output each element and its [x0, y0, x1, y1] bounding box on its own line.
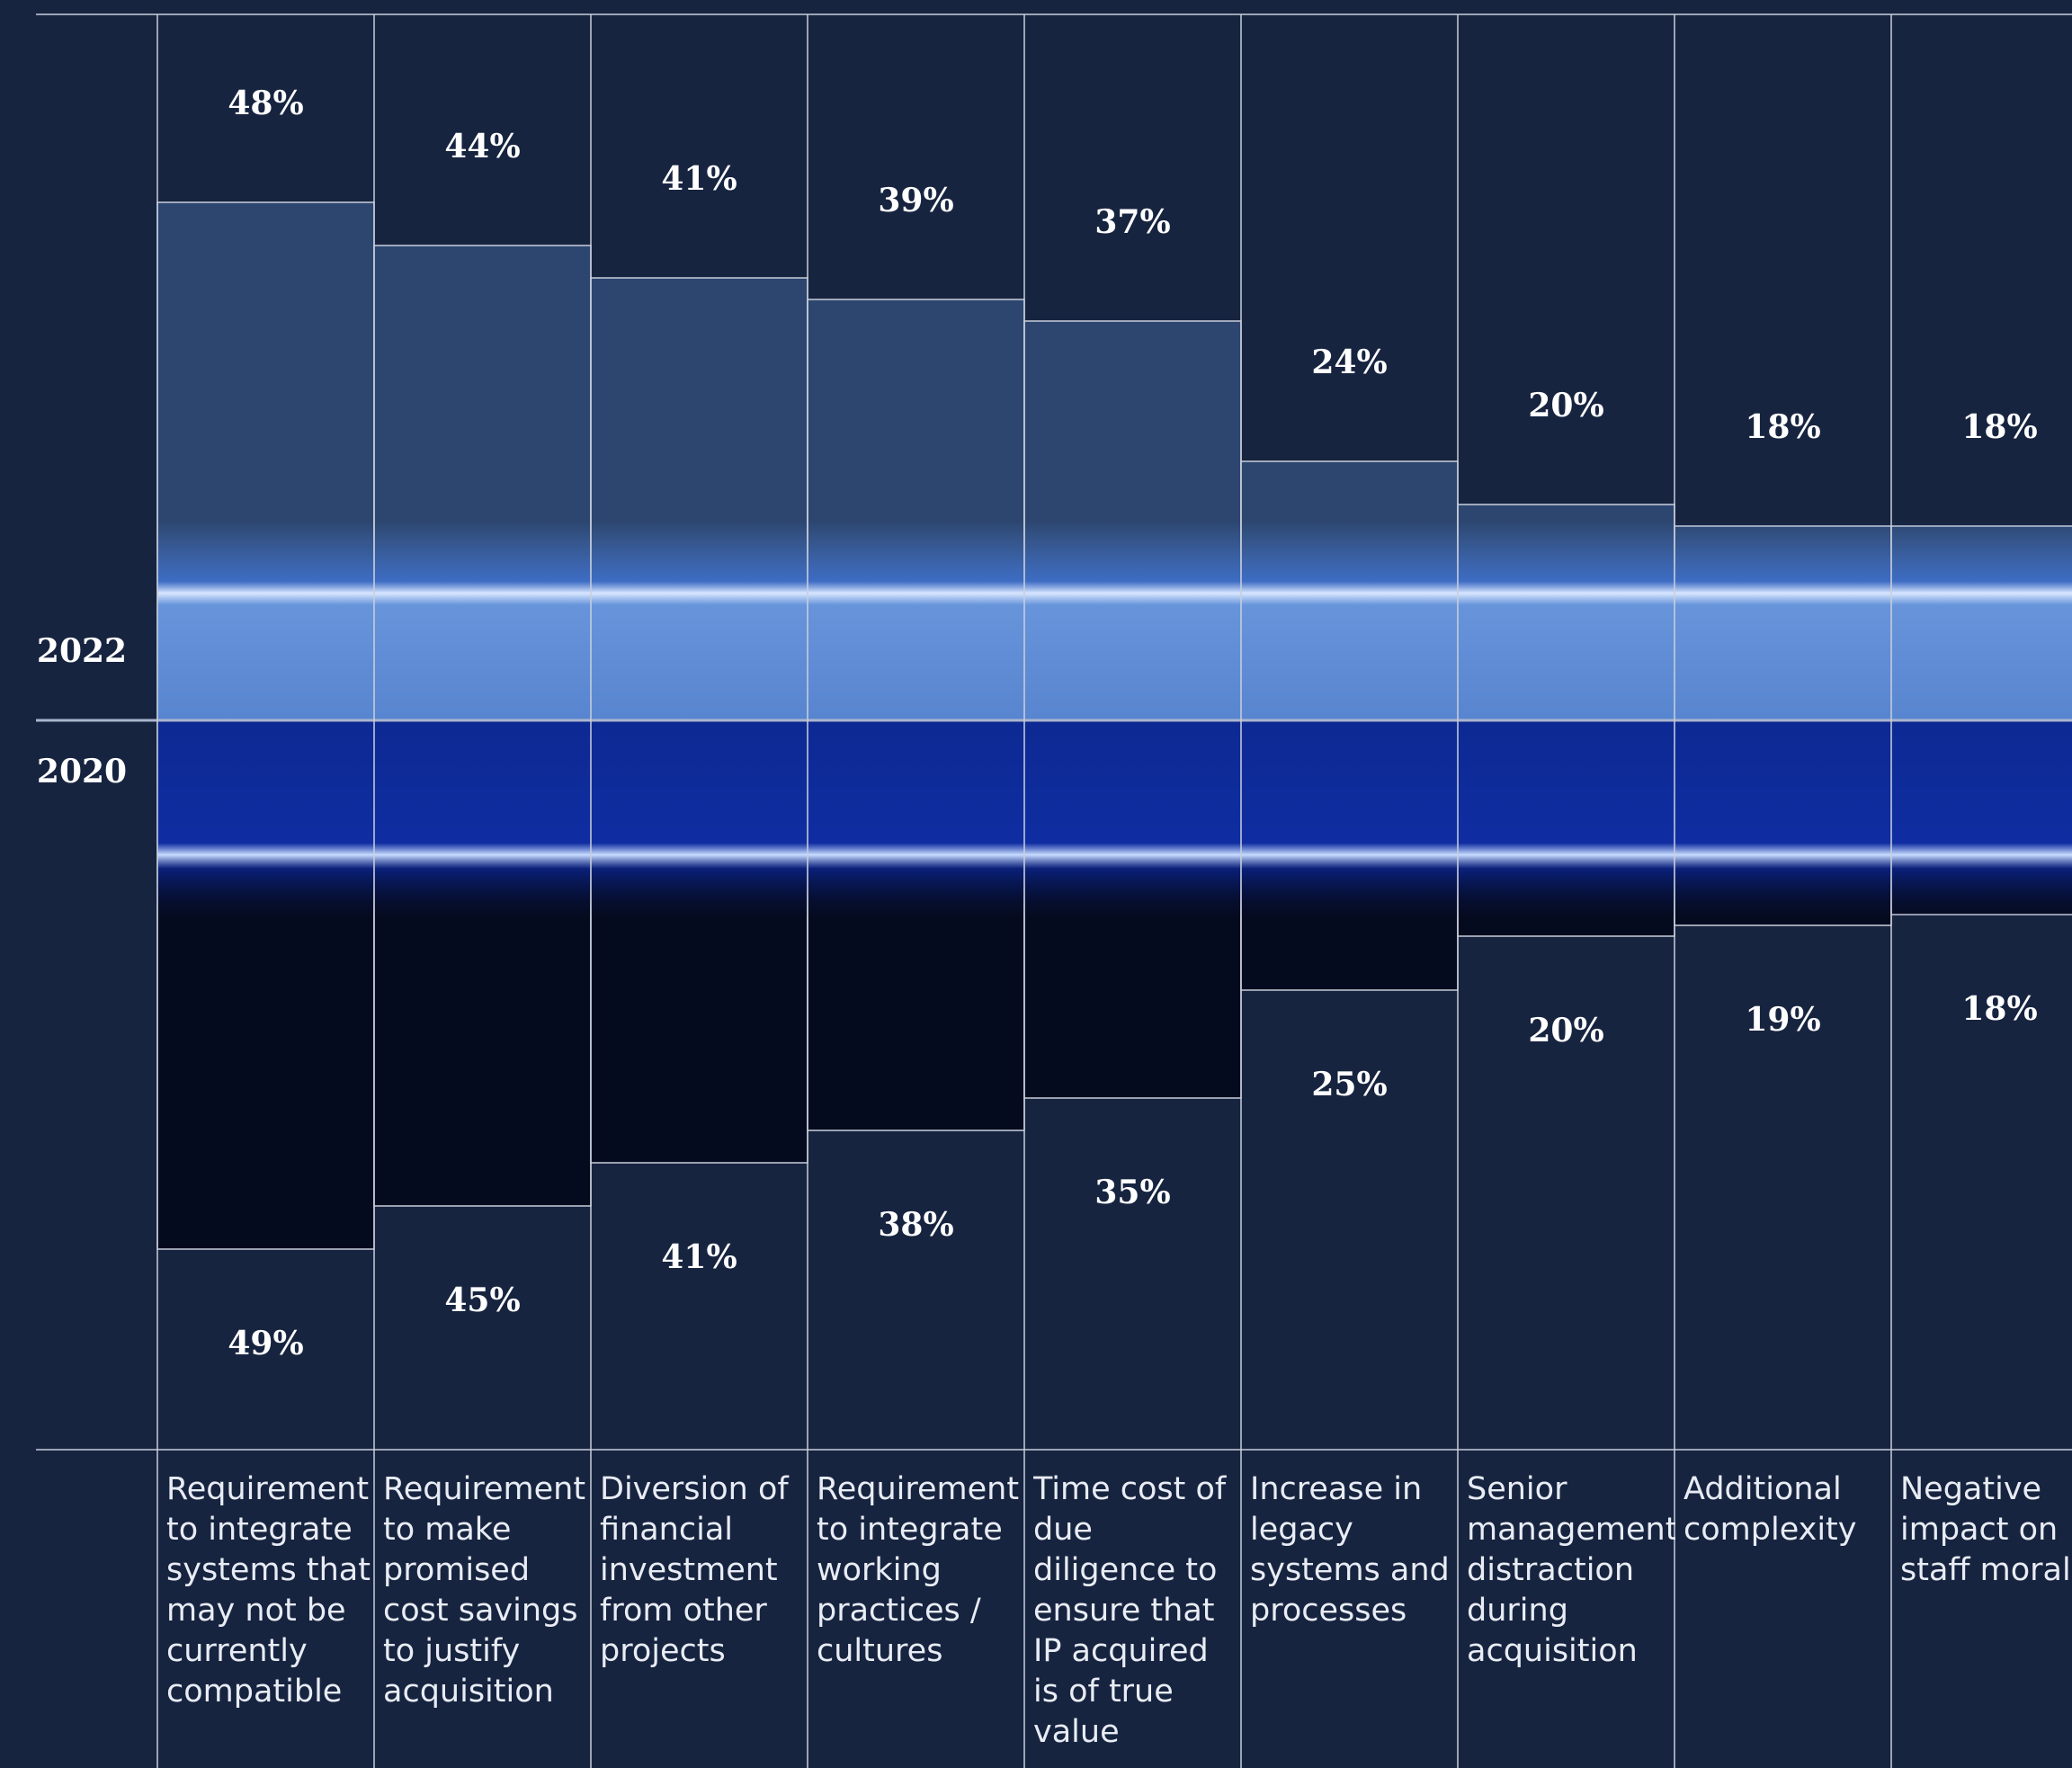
value-label: 24% — [1311, 344, 1387, 381]
value-label: 37% — [1094, 203, 1170, 241]
value-label: 38% — [878, 1206, 953, 1244]
value-label: 45% — [444, 1281, 520, 1319]
category-label: Requirement to make promised cost saving… — [383, 1471, 586, 1710]
category-label: Senior management distraction during acq… — [1467, 1471, 1675, 1669]
value-label: 18% — [1961, 408, 2037, 446]
value-label: 39% — [878, 182, 953, 219]
category-label: Additional complexity — [1684, 1471, 1857, 1548]
value-label: 20% — [1528, 387, 1603, 424]
value-label: 18% — [1745, 408, 1820, 446]
value-label: 41% — [661, 160, 737, 198]
value-label: 44% — [444, 128, 520, 165]
category-label: Negative impact on staff morale — [1900, 1471, 2072, 1588]
category-label: Diversion of financial investment from o… — [600, 1471, 789, 1669]
value-label: 25% — [1311, 1066, 1387, 1103]
value-label: 49% — [228, 1325, 303, 1362]
glow-band-upper — [157, 522, 2072, 720]
glow-band-lower — [157, 720, 2072, 918]
value-label: 35% — [1094, 1174, 1170, 1211]
series-label: 2020 — [37, 753, 127, 790]
series-label: 2022 — [37, 632, 127, 670]
category-label: Increase in legacy systems and processes — [1250, 1471, 1450, 1629]
value-label: 20% — [1528, 1012, 1603, 1049]
value-label: 41% — [661, 1238, 737, 1276]
category-label: Requirement to integrate systems that ma… — [166, 1471, 371, 1710]
category-label: Requirement to integrate working practic… — [817, 1471, 1020, 1669]
category-label: Time cost of due diligence to ensure tha… — [1033, 1471, 1227, 1750]
value-label: 19% — [1745, 1001, 1820, 1039]
value-label: 18% — [1961, 990, 2037, 1028]
value-label: 48% — [228, 85, 303, 122]
